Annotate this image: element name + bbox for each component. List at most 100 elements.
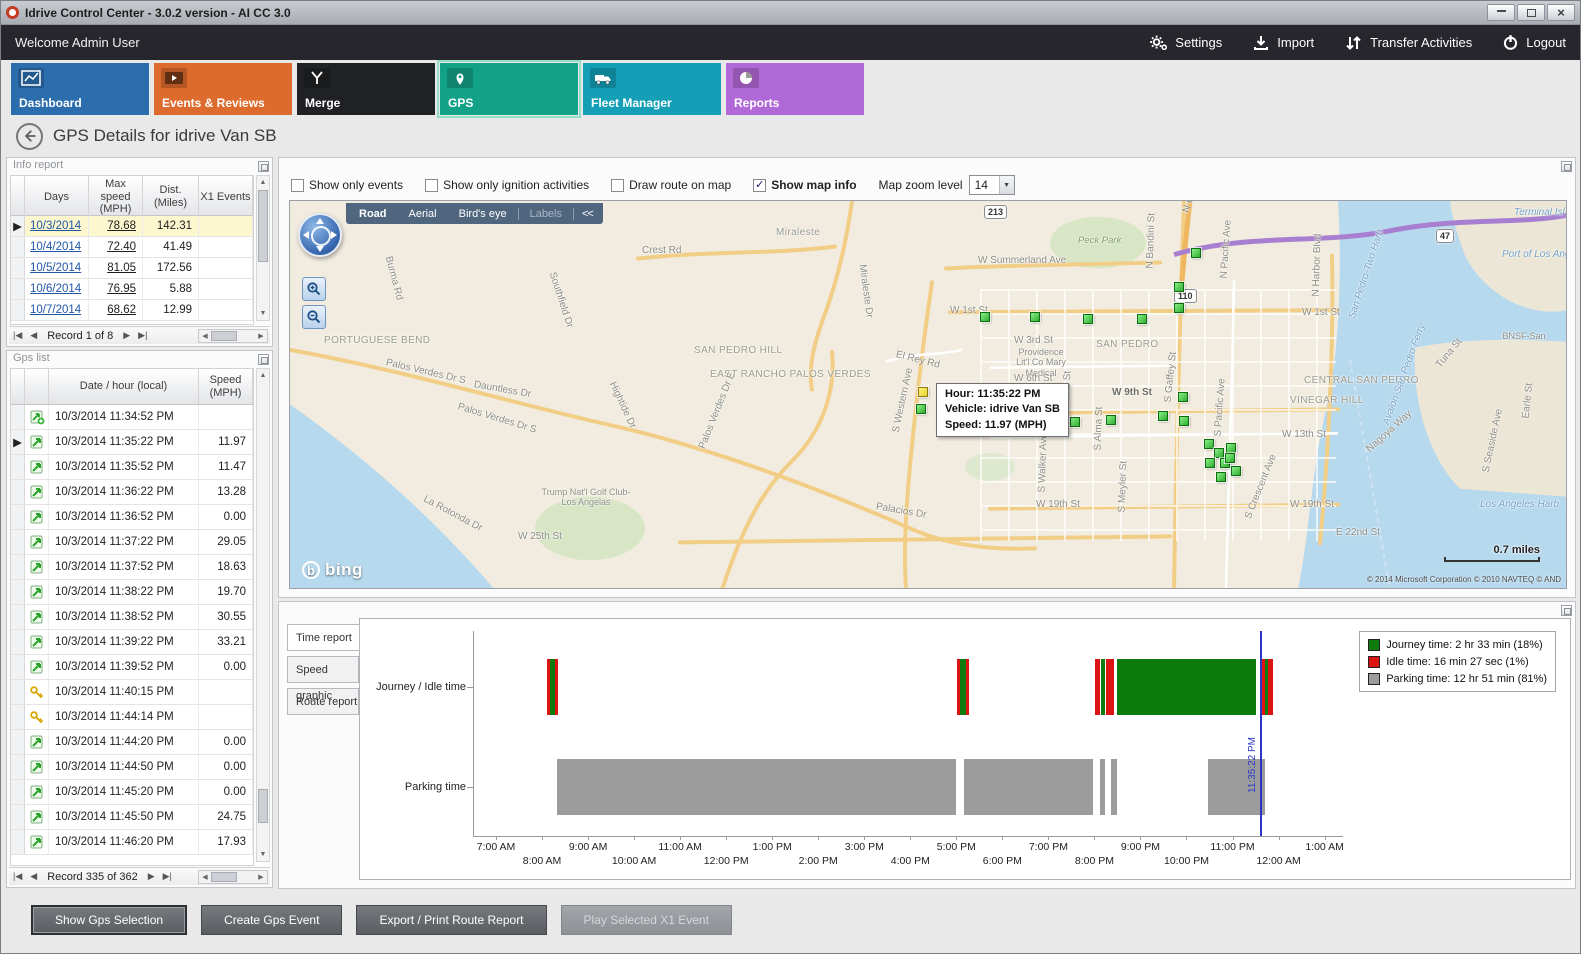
pager-last-icon[interactable]: ▶| [138, 330, 148, 340]
table-row[interactable]: 10/3/2014 11:36:52 PM 0.00 [11, 505, 253, 530]
gps-marker[interactable] [1231, 466, 1241, 476]
pan-west-icon[interactable] [303, 231, 309, 239]
map-tabs-collapse-icon[interactable]: << [573, 207, 601, 220]
column-header-days[interactable]: Days [25, 176, 89, 218]
gps-marker[interactable] [1137, 314, 1147, 324]
gps-marker[interactable] [1214, 448, 1224, 458]
table-row[interactable]: 10/3/2014 11:45:50 PM 24.75 [11, 805, 253, 830]
table-row[interactable]: 10/7/2014 68.62 12.99 [11, 300, 253, 321]
table-row[interactable]: 10/3/2014 11:38:52 PM 30.55 [11, 605, 253, 630]
pager-next-icon[interactable]: ▶ [147, 871, 155, 881]
pan-north-icon[interactable] [316, 218, 324, 224]
panel-collapse-icon[interactable] [1561, 605, 1572, 616]
create-gps-event-button[interactable]: Create Gps Event [201, 905, 343, 935]
checkbox-box[interactable] [291, 178, 304, 192]
scroll-down-icon[interactable]: ▼ [259, 310, 267, 317]
maximize-button[interactable] [1517, 4, 1545, 21]
column-header-date-hour-local[interactable]: Date / hour (local) [49, 369, 199, 404]
action-logout[interactable]: Logout [1502, 34, 1566, 51]
table-row[interactable]: 10/3/2014 11:44:20 PM 0.00 [11, 730, 253, 755]
gps-marker[interactable] [1070, 417, 1080, 427]
pager-hscrollbar[interactable]: ◀ ▶ [198, 869, 268, 884]
cell-days[interactable]: 10/7/2014 [25, 300, 89, 320]
checkbox-box[interactable] [611, 178, 625, 192]
nav-tile-merge[interactable]: Merge [297, 63, 435, 115]
info-vertical-scrollbar[interactable]: ▲ ▼ [256, 175, 270, 321]
action-transfer-activities[interactable]: Transfer Activities [1344, 35, 1472, 51]
bing-map[interactable]: Miraleste Peck Park W Summerland Ave Crest … [289, 200, 1567, 589]
cell-max-speed[interactable]: 76.95 [89, 279, 143, 299]
map-tab-road[interactable]: Road [359, 207, 387, 220]
table-row[interactable]: ▶ 10/3/2014 78.68 142.31 [11, 216, 253, 237]
scroll-up-icon[interactable]: ▲ [259, 179, 267, 186]
cell-max-speed[interactable]: 81.05 [89, 258, 143, 278]
scroll-thumb[interactable] [258, 789, 268, 823]
table-row[interactable]: ▶ 10/3/2014 11:35:22 PM 11.97 [11, 430, 253, 455]
pager-first-icon[interactable]: |◀ [13, 871, 23, 881]
cell-days[interactable]: 10/6/2014 [25, 279, 89, 299]
table-row[interactable]: 10/3/2014 11:44:14 PM [11, 705, 253, 730]
tab-speed-graphic[interactable]: Speed graphic [287, 656, 359, 702]
nav-tile-dashboard[interactable]: Dashboard [11, 63, 149, 115]
cell-max-speed[interactable]: 68.62 [89, 300, 143, 320]
gps-marker[interactable] [1179, 416, 1189, 426]
gps-marker[interactable] [1216, 472, 1226, 482]
cell-days[interactable]: 10/4/2014 [25, 237, 89, 257]
pan-south-icon[interactable] [316, 246, 324, 252]
checkbox-show-only-events[interactable]: Show only events [291, 178, 403, 192]
tab-route-report[interactable]: Route report [287, 688, 359, 715]
map-tab-bird-s-eye[interactable]: Bird's eye [458, 207, 507, 220]
table-row[interactable]: 10/3/2014 11:36:22 PM 13.28 [11, 480, 253, 505]
table-row[interactable]: 10/3/2014 11:39:52 PM 0.00 [11, 655, 253, 680]
action-settings[interactable]: Settings [1149, 34, 1222, 52]
map-zoom-out-button[interactable] [302, 305, 326, 329]
scroll-up-icon[interactable]: ▲ [259, 372, 267, 379]
pager-prev-icon[interactable]: ◀ [30, 330, 38, 340]
gps-marker[interactable] [1205, 458, 1215, 468]
map-zoom-select[interactable]: 14 ▼ [968, 175, 1015, 195]
nav-tile-fleet-manager[interactable]: Fleet Manager [583, 63, 721, 115]
table-row[interactable]: 10/4/2014 72.40 41.49 [11, 237, 253, 258]
checkbox-draw-route-on-map[interactable]: Draw route on map [611, 178, 731, 192]
checkbox-box[interactable] [425, 178, 439, 192]
close-button[interactable]: × [1547, 4, 1575, 21]
gps-marker[interactable] [1226, 443, 1236, 453]
scroll-down-icon[interactable]: ▼ [259, 851, 267, 858]
gps-marker-selected[interactable] [918, 387, 928, 397]
table-row[interactable]: 10/3/2014 11:46:20 PM 17.93 [11, 830, 253, 855]
gps-marker[interactable] [1174, 303, 1184, 313]
pager-prev-icon[interactable]: ◀ [30, 871, 38, 881]
map-compass[interactable] [298, 213, 342, 257]
pager-first-icon[interactable]: |◀ [13, 330, 23, 340]
table-row[interactable]: 10/5/2014 81.05 172.56 [11, 258, 253, 279]
table-row[interactable]: 10/3/2014 11:45:20 PM 0.00 [11, 780, 253, 805]
minimize-button[interactable] [1487, 4, 1515, 21]
table-row[interactable]: 10/3/2014 11:34:52 PM [11, 405, 253, 430]
cell-days[interactable]: 10/5/2014 [25, 258, 89, 278]
pan-east-icon[interactable] [331, 231, 337, 239]
table-row[interactable]: 10/3/2014 11:39:22 PM 33.21 [11, 630, 253, 655]
table-row[interactable]: 10/3/2014 11:37:52 PM 18.63 [11, 555, 253, 580]
column-header-dist-miles[interactable]: Dist. (Miles) [143, 176, 199, 218]
gps-marker[interactable] [1225, 453, 1235, 463]
map-tab-labels[interactable]: Labels [517, 207, 573, 220]
table-row[interactable]: 10/6/2014 76.95 5.88 [11, 279, 253, 300]
gps-marker[interactable] [1178, 392, 1188, 402]
column-header-max-speed-mph[interactable]: Max speed (MPH) [89, 176, 143, 218]
nav-tile-gps[interactable]: GPS [437, 60, 581, 118]
gps-marker[interactable] [1204, 439, 1214, 449]
panel-collapse-icon[interactable] [258, 161, 269, 172]
gps-vertical-scrollbar[interactable]: ▲ ▼ [256, 368, 270, 862]
map-tab-aerial[interactable]: Aerial [408, 207, 437, 220]
scroll-thumb[interactable] [258, 190, 268, 262]
gps-marker[interactable] [1106, 415, 1116, 425]
pager-next-icon[interactable]: ▶ [123, 330, 131, 340]
cell-days[interactable]: 10/3/2014 [25, 216, 89, 236]
panel-collapse-icon[interactable] [1561, 161, 1572, 172]
show-gps-selection-button[interactable]: Show Gps Selection [31, 905, 188, 935]
gps-marker[interactable] [1174, 282, 1184, 292]
chevron-down-icon[interactable]: ▼ [998, 176, 1014, 194]
table-row[interactable]: 10/3/2014 11:35:52 PM 11.47 [11, 455, 253, 480]
cell-max-speed[interactable]: 78.68 [89, 216, 143, 236]
tab-time-report[interactable]: Time report [287, 624, 360, 651]
